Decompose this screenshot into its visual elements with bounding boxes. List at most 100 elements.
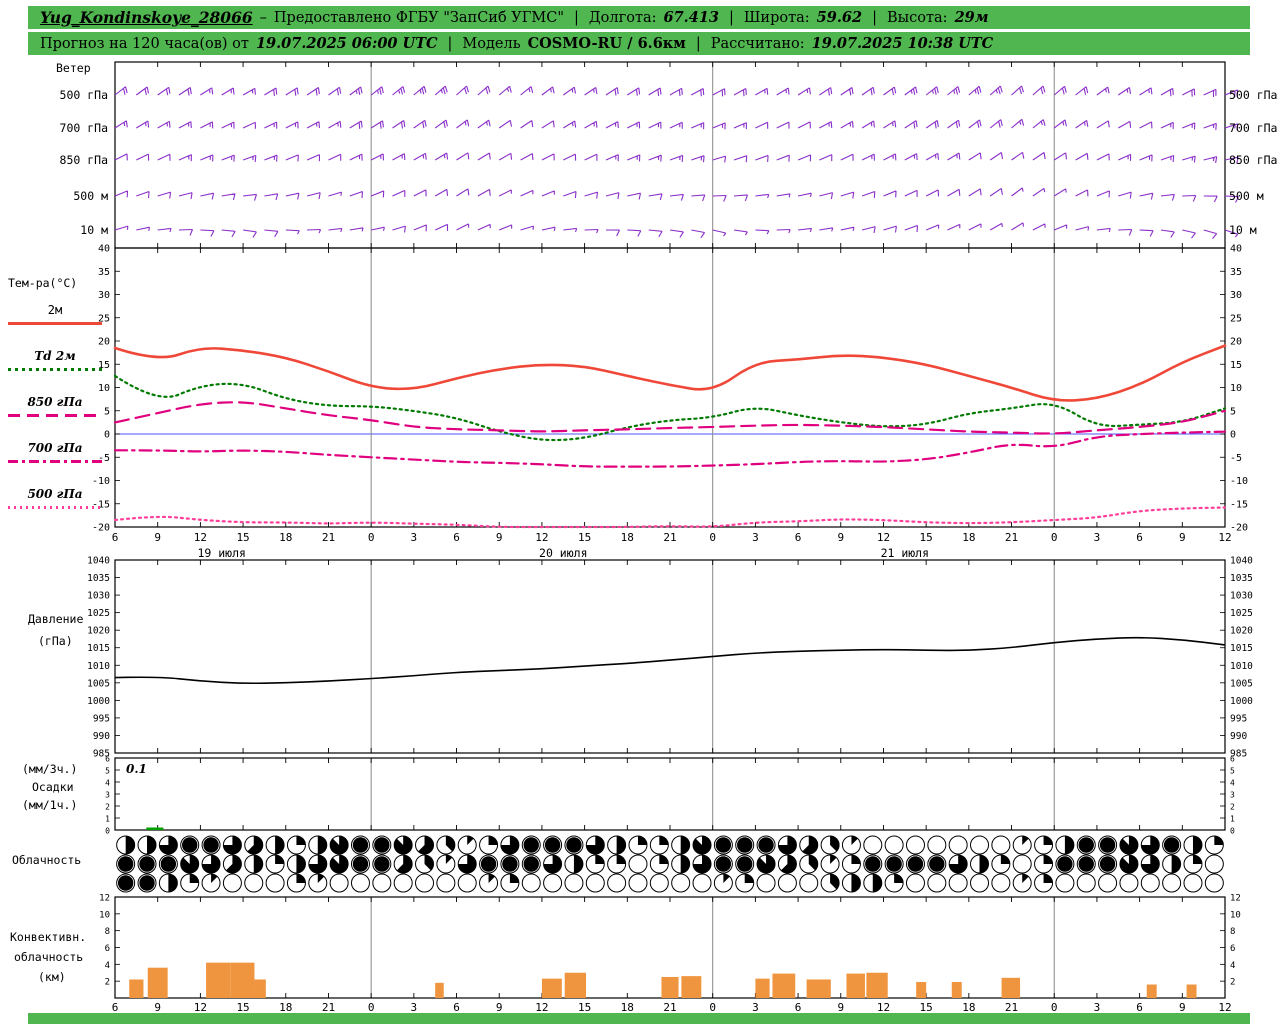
- svg-text:1040: 1040: [87, 556, 110, 567]
- svg-text:30: 30: [98, 290, 110, 301]
- svg-text:4: 4: [1230, 961, 1235, 971]
- wind-level-label-850hpa-right: 850 гПа: [1229, 153, 1278, 167]
- conv-cloud-bar: [129, 979, 144, 998]
- wind-panel-title: Ветер: [56, 61, 91, 75]
- svg-text:1020: 1020: [87, 626, 110, 637]
- pressure-series: [114, 636, 1226, 685]
- conv-cloud-bar: [1146, 984, 1157, 998]
- svg-text:0: 0: [368, 1001, 375, 1014]
- svg-text:1035: 1035: [87, 573, 110, 584]
- svg-text:12: 12: [99, 894, 110, 904]
- separator: |: [872, 9, 877, 26]
- svg-text:21 июля: 21 июля: [881, 546, 929, 560]
- conv-cloud-bar: [951, 982, 962, 998]
- svg-text:9: 9: [154, 1001, 161, 1014]
- svg-text:15: 15: [236, 1001, 249, 1014]
- svg-text:21: 21: [322, 1001, 335, 1014]
- latitude-label: Широта:: [743, 9, 810, 26]
- legend-line-700hpa: [8, 460, 102, 463]
- calc-label: Рассчитано:: [710, 35, 805, 52]
- svg-text:5: 5: [1230, 767, 1235, 776]
- wind-level-label-500hpa-right: 500 гПа: [1229, 88, 1278, 102]
- svg-text:3: 3: [411, 531, 418, 544]
- svg-text:9: 9: [496, 531, 503, 544]
- temp-series-850 гПа: [113, 401, 1227, 435]
- svg-text:995: 995: [93, 713, 110, 724]
- conv-cloud-bar: [435, 982, 444, 998]
- temp-series-500 гПа: [113, 506, 1227, 529]
- svg-text:20 июля: 20 июля: [539, 546, 587, 560]
- svg-text:985: 985: [93, 749, 110, 760]
- legend-label-500hpa: 500 гПа: [27, 487, 83, 501]
- separator: |: [574, 9, 579, 26]
- svg-text:25: 25: [98, 313, 110, 324]
- svg-text:3: 3: [105, 791, 110, 800]
- latitude-value: 59.62: [816, 9, 863, 26]
- svg-text:1000: 1000: [87, 696, 110, 707]
- wind-level-label-850hpa: 850 гПа: [59, 153, 108, 167]
- svg-text:1035: 1035: [1230, 573, 1253, 584]
- svg-text:15: 15: [578, 531, 591, 544]
- separator: |: [729, 9, 734, 26]
- svg-text:2: 2: [1230, 803, 1235, 812]
- svg-text:6: 6: [1230, 755, 1235, 764]
- wind-level-label-500m-right: 500 м: [1229, 189, 1264, 203]
- separator: |: [695, 35, 701, 52]
- svg-text:0: 0: [1230, 827, 1235, 836]
- svg-text:995: 995: [1230, 713, 1247, 724]
- precip-panel-title: Осадки: [32, 780, 74, 794]
- svg-text:15: 15: [236, 531, 249, 544]
- svg-text:15: 15: [98, 360, 110, 371]
- svg-text:3: 3: [752, 1001, 759, 1014]
- station-name: Yug_Kondinskoye_28066: [40, 8, 253, 27]
- svg-text:3: 3: [1094, 1001, 1101, 1014]
- svg-text:6: 6: [795, 1001, 802, 1014]
- svg-text:5: 5: [105, 767, 110, 776]
- legend-label-t2m: 2м: [47, 303, 63, 317]
- svg-text:10: 10: [1230, 383, 1242, 394]
- svg-text:40: 40: [98, 244, 110, 255]
- wind-barbs-row-0: [114, 85, 1239, 98]
- svg-text:12: 12: [194, 531, 207, 544]
- svg-text:15: 15: [920, 1001, 933, 1014]
- svg-text:3: 3: [1230, 791, 1235, 800]
- wind-barbs-row-1: [114, 118, 1239, 131]
- svg-text:21: 21: [663, 531, 676, 544]
- conv-cloud-bar: [541, 978, 562, 998]
- conv-panel-title-2: облачность: [14, 950, 84, 964]
- conv-cloud-bar: [661, 976, 679, 998]
- model-label: Модель: [462, 35, 521, 52]
- conv-cloud-bar: [755, 978, 770, 998]
- svg-text:18: 18: [962, 1001, 975, 1014]
- temp-series-Td 2м: [113, 374, 1227, 442]
- svg-text:990: 990: [1230, 731, 1247, 742]
- wind-level-label-700hpa-right: 700 гПа: [1229, 121, 1278, 135]
- svg-text:0: 0: [104, 430, 110, 441]
- svg-text:0: 0: [105, 827, 110, 836]
- wind-barbs-row-4: [114, 222, 1239, 239]
- svg-text:-10: -10: [1230, 476, 1248, 487]
- svg-text:21: 21: [1005, 531, 1018, 544]
- svg-text:6: 6: [453, 531, 460, 544]
- svg-text:990: 990: [93, 731, 110, 742]
- svg-text:0: 0: [1051, 531, 1058, 544]
- svg-text:12: 12: [877, 1001, 890, 1014]
- conv-cloud-bar: [1186, 984, 1197, 998]
- svg-text:18: 18: [621, 1001, 634, 1014]
- svg-text:3: 3: [411, 1001, 418, 1014]
- svg-text:9: 9: [496, 1001, 503, 1014]
- svg-text:9: 9: [837, 1001, 844, 1014]
- svg-text:4: 4: [105, 961, 110, 971]
- svg-text:1015: 1015: [1230, 643, 1253, 654]
- wind-level-label-700hpa: 700 гПа: [59, 121, 108, 135]
- svg-text:6: 6: [105, 944, 110, 954]
- svg-text:21: 21: [663, 1001, 676, 1014]
- conv-panel: 2 2 4 4 6 6 8 8 10 10 12 12 6 9 12 15 18 21 0 3 6 9 12 15 18 21 0 3…: [99, 894, 1241, 1015]
- temp-series-700 гПа: [113, 430, 1227, 468]
- svg-text:-15: -15: [1230, 499, 1248, 510]
- svg-text:985: 985: [1230, 749, 1247, 760]
- svg-text:-15: -15: [92, 499, 110, 510]
- svg-text:10: 10: [1230, 910, 1241, 920]
